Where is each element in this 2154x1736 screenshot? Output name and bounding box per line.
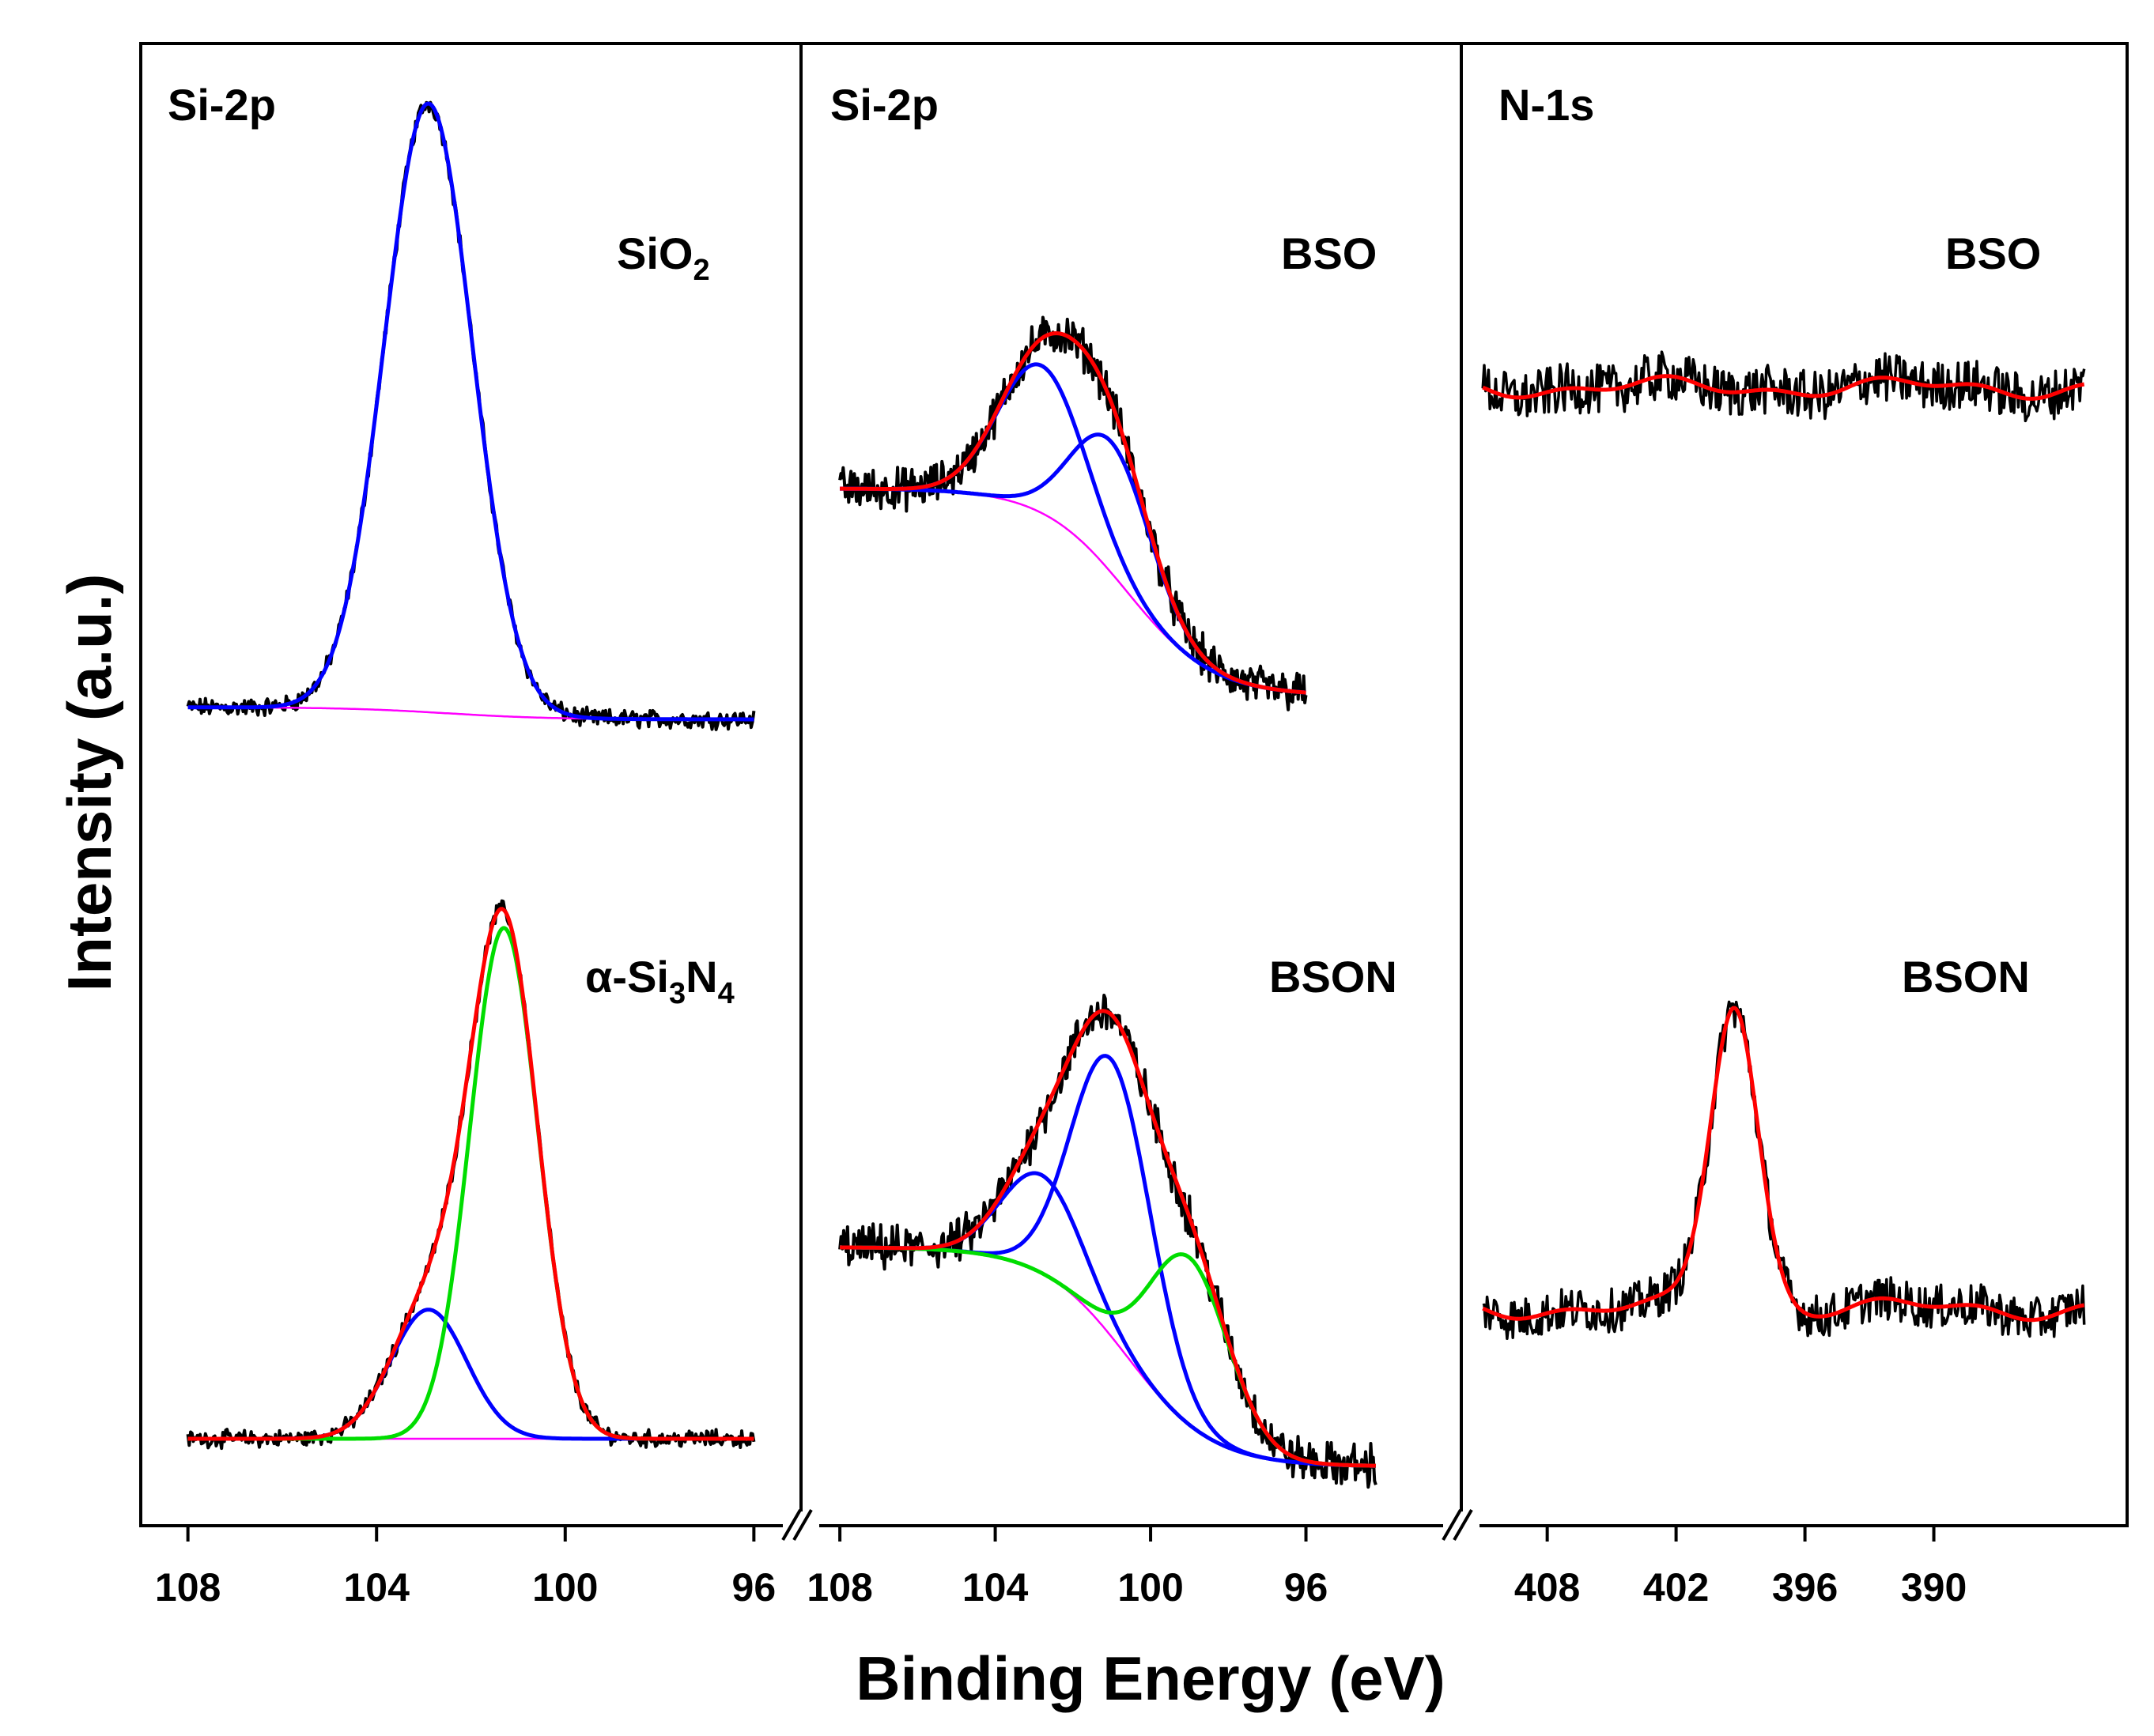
- x-tick-label: 96: [732, 1565, 777, 1610]
- x-tick-label: 96: [1284, 1565, 1328, 1610]
- x-tick-label: 108: [155, 1565, 221, 1610]
- envelope-fit-line: [839, 331, 1307, 695]
- x-tick-label: 402: [1643, 1565, 1709, 1610]
- raw-data-line: [1482, 1000, 2086, 1341]
- curves-layer: [186, 100, 2086, 1489]
- axis-break-mark: [781, 1508, 802, 1542]
- label-sio2-sub: 2: [693, 254, 709, 287]
- component-peak-line: [839, 1171, 1377, 1468]
- label-mid-bso: BSO: [1281, 228, 1377, 278]
- component-peak-line: [187, 1308, 755, 1441]
- envelope-fit-line: [187, 907, 755, 1441]
- component-peak-line: [839, 1245, 1377, 1468]
- x-axis-label: Binding Energy (eV): [856, 1644, 1445, 1713]
- background-line: [840, 1246, 1376, 1467]
- label-mid-bson: BSON: [1269, 952, 1397, 1002]
- component-peak-line: [839, 432, 1307, 695]
- x-tick-label: 396: [1772, 1565, 1838, 1610]
- x-tick-label: 100: [1117, 1565, 1183, 1610]
- component-peak-line: [187, 101, 755, 722]
- x-tick-label: 390: [1901, 1565, 1967, 1610]
- background-line: [840, 487, 1306, 694]
- y-axis-label: Intensity (a.u.): [55, 574, 124, 992]
- panel-right-title: N-1s: [1498, 80, 1594, 130]
- x-tick-label: 104: [343, 1565, 410, 1610]
- plot-frame: [139, 42, 2129, 1542]
- label-right-bso: BSO: [1945, 228, 2041, 278]
- x-tick-label: 104: [962, 1565, 1029, 1610]
- axis-break-mark: [1442, 1508, 1462, 1542]
- label-si3n4-sub: 4: [718, 977, 735, 1010]
- raw-data-line: [838, 315, 1308, 711]
- label-si3n4-part: α-Si: [585, 952, 669, 1002]
- label-si3n4-part: N: [686, 952, 717, 1002]
- outer-frame: [139, 42, 2129, 1527]
- raw-data-line: [1481, 350, 2086, 423]
- component-peak-line: [839, 1054, 1377, 1468]
- axis-break-mark: [1453, 1508, 1473, 1542]
- label-sio2-main: SiO: [617, 228, 693, 278]
- envelope-fit-line: [1482, 374, 2085, 401]
- envelope-fit-line: [1482, 1006, 2085, 1323]
- envelope-fit-line: [839, 1009, 1377, 1468]
- axis-break-mark: [792, 1508, 813, 1542]
- panel-middle-title: Si-2p: [830, 80, 939, 130]
- panel-left-title: Si-2p: [168, 80, 276, 130]
- raw-data-line: [186, 100, 756, 731]
- x-tick-label: 100: [532, 1565, 598, 1610]
- label-right-bson: BSON: [1902, 952, 2030, 1002]
- raw-data-line: [838, 994, 1377, 1489]
- component-peak-line: [839, 362, 1307, 695]
- ticks-layer: 108 104 100 96 108 104 100 96 408 402 396 390: [155, 1526, 1967, 1610]
- x-tick-label: 408: [1514, 1565, 1580, 1610]
- x-tick-label: 108: [807, 1565, 872, 1610]
- label-si3n4: α-Si3N4: [585, 952, 735, 1010]
- label-si3n4-sub: 3: [669, 977, 686, 1010]
- label-sio2: SiO2: [617, 228, 710, 287]
